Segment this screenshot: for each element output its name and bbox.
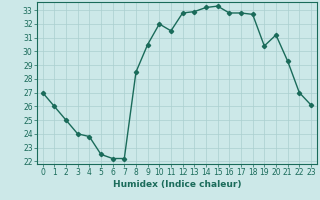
X-axis label: Humidex (Indice chaleur): Humidex (Indice chaleur) — [113, 180, 241, 189]
